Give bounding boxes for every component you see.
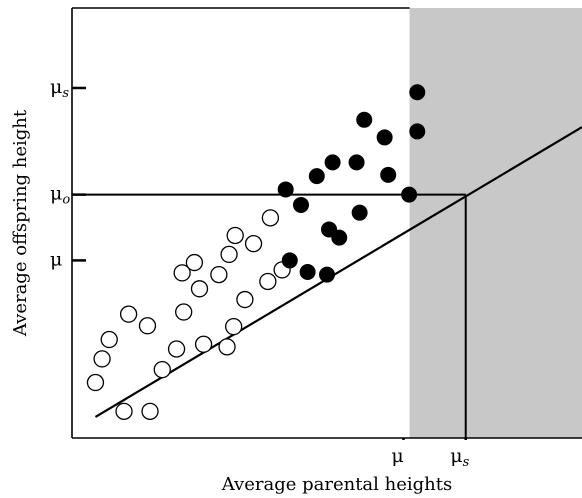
open-point bbox=[119, 305, 138, 323]
open-point bbox=[115, 402, 133, 420]
open-point bbox=[236, 290, 254, 309]
open-point bbox=[173, 264, 191, 282]
open-point bbox=[141, 402, 159, 420]
filled-point bbox=[351, 204, 368, 221]
regression-line bbox=[94, 126, 582, 418]
filled-point bbox=[376, 129, 393, 146]
open-point bbox=[93, 350, 111, 368]
filled-point bbox=[324, 154, 341, 171]
selected-region-shading bbox=[409, 8, 582, 438]
open-point bbox=[220, 245, 238, 264]
axis-ticks: μs μo μ μ μs bbox=[50, 76, 470, 470]
open-point bbox=[259, 272, 277, 291]
open-point bbox=[210, 265, 228, 284]
filled-point bbox=[281, 252, 298, 269]
open-point bbox=[194, 335, 213, 353]
x-axis-title: Average parental heights bbox=[221, 474, 452, 495]
open-point bbox=[138, 317, 157, 335]
filled-point bbox=[319, 266, 335, 283]
open-point bbox=[261, 209, 280, 227]
filled-point bbox=[308, 168, 325, 185]
x-tick-label: μ bbox=[391, 445, 403, 467]
open-point bbox=[167, 340, 186, 358]
open-point bbox=[218, 338, 236, 356]
filled-point bbox=[299, 264, 316, 281]
filled-point bbox=[348, 154, 365, 171]
open-point bbox=[225, 317, 243, 336]
y-tick-label: μs bbox=[50, 76, 69, 101]
filled-point bbox=[356, 111, 373, 128]
open-point bbox=[153, 360, 171, 379]
filled-point bbox=[409, 123, 426, 140]
y-tick-label: μo bbox=[50, 183, 70, 208]
open-point bbox=[86, 373, 105, 392]
filled-point bbox=[401, 186, 418, 203]
filled-point bbox=[277, 181, 294, 198]
filled-point bbox=[380, 166, 397, 183]
open-point bbox=[175, 303, 193, 321]
open-point bbox=[190, 280, 209, 298]
filled-point bbox=[292, 196, 309, 213]
y-axis-title: Average offspring height bbox=[10, 109, 31, 337]
open-point bbox=[100, 330, 118, 349]
open-point bbox=[185, 253, 204, 272]
y-tick-label: μ bbox=[50, 248, 62, 270]
open-point bbox=[226, 226, 244, 245]
open-point bbox=[244, 234, 263, 253]
filled-point bbox=[409, 84, 426, 101]
filled-point bbox=[331, 229, 348, 246]
x-tick-label: μs bbox=[450, 445, 469, 470]
data-points bbox=[86, 84, 426, 420]
